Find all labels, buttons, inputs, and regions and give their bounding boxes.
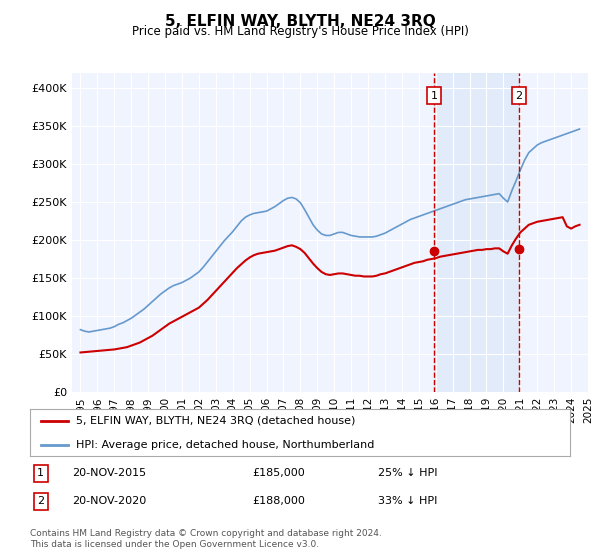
Text: Contains HM Land Registry data © Crown copyright and database right 2024.
This d: Contains HM Land Registry data © Crown c… [30,529,382,549]
Text: 2: 2 [37,496,44,506]
Text: £185,000: £185,000 [252,468,305,478]
Text: 5, ELFIN WAY, BLYTH, NE24 3RQ (detached house): 5, ELFIN WAY, BLYTH, NE24 3RQ (detached … [76,416,355,426]
Text: 33% ↓ HPI: 33% ↓ HPI [378,496,437,506]
Text: 20-NOV-2020: 20-NOV-2020 [72,496,146,506]
Text: 25% ↓ HPI: 25% ↓ HPI [378,468,437,478]
Bar [434,73,518,392]
Text: £188,000: £188,000 [252,496,305,506]
Text: 1: 1 [431,91,437,101]
Text: Price paid vs. HM Land Registry's House Price Index (HPI): Price paid vs. HM Land Registry's House … [131,25,469,38]
Text: 20-NOV-2015: 20-NOV-2015 [72,468,146,478]
Text: 2: 2 [515,91,522,101]
Text: 1: 1 [37,468,44,478]
Text: HPI: Average price, detached house, Northumberland: HPI: Average price, detached house, Nort… [76,440,374,450]
Text: 5, ELFIN WAY, BLYTH, NE24 3RQ: 5, ELFIN WAY, BLYTH, NE24 3RQ [164,14,436,29]
